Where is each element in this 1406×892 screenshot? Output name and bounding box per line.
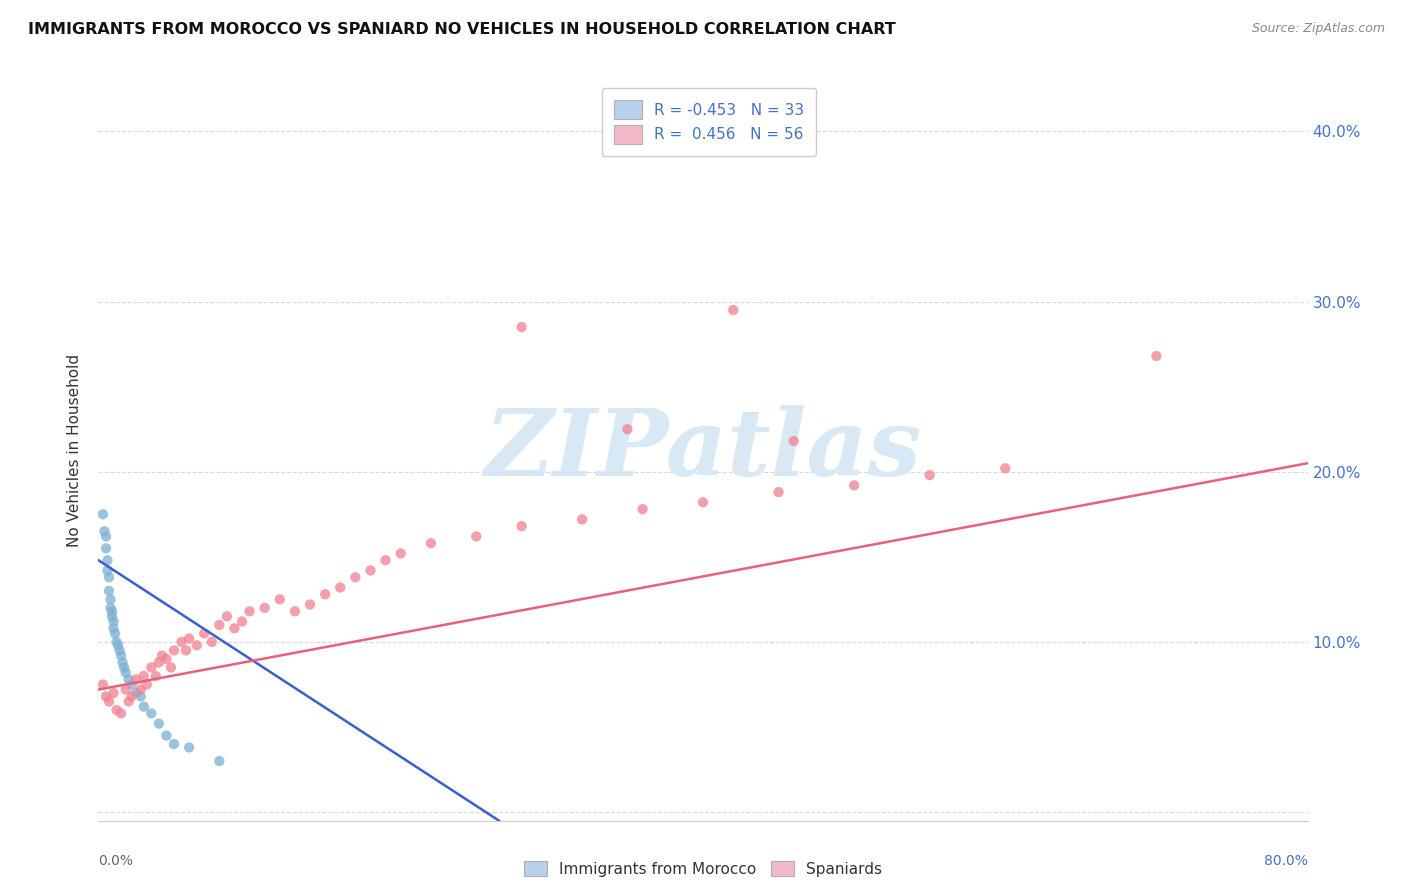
Point xyxy=(1144,349,1167,363)
Point xyxy=(160,660,183,674)
Point xyxy=(269,592,291,607)
Point xyxy=(114,682,136,697)
Legend: R = -0.453   N = 33, R =  0.456   N = 56: R = -0.453 N = 33, R = 0.456 N = 56 xyxy=(602,88,817,156)
Text: 0.0%: 0.0% xyxy=(98,854,134,868)
Point xyxy=(208,618,231,632)
Point xyxy=(103,615,125,629)
Point xyxy=(179,632,201,646)
Point xyxy=(98,694,121,708)
Point xyxy=(105,635,128,649)
Point xyxy=(103,621,125,635)
Point xyxy=(141,706,163,721)
Point xyxy=(100,592,122,607)
Point xyxy=(155,652,177,666)
Point xyxy=(360,564,382,578)
Point xyxy=(299,598,322,612)
Point xyxy=(510,320,533,334)
Point xyxy=(163,737,186,751)
Point xyxy=(94,690,117,704)
Point xyxy=(104,626,127,640)
Point xyxy=(121,690,143,704)
Point xyxy=(96,564,118,578)
Point xyxy=(96,553,118,567)
Point xyxy=(723,303,745,318)
Point xyxy=(100,600,122,615)
Point xyxy=(163,643,186,657)
Point xyxy=(108,643,131,657)
Point xyxy=(186,638,208,652)
Text: ZIPatlas: ZIPatlas xyxy=(485,406,921,495)
Point xyxy=(94,541,117,556)
Point xyxy=(783,434,806,449)
Point xyxy=(150,648,173,663)
Point xyxy=(112,660,135,674)
Point xyxy=(93,524,115,539)
Point xyxy=(284,604,307,618)
Point xyxy=(314,587,336,601)
Point xyxy=(148,716,170,731)
Point xyxy=(118,673,141,687)
Text: 80.0%: 80.0% xyxy=(1264,854,1308,868)
Point xyxy=(571,512,593,526)
Point xyxy=(692,495,714,509)
Point xyxy=(94,529,117,543)
Point xyxy=(118,694,141,708)
Point xyxy=(170,635,193,649)
Point xyxy=(121,677,143,691)
Point xyxy=(148,656,170,670)
Point xyxy=(918,468,941,483)
Point xyxy=(193,626,215,640)
Point xyxy=(98,570,121,584)
Point xyxy=(465,529,488,543)
Point xyxy=(111,656,134,670)
Point xyxy=(101,609,124,624)
Point xyxy=(125,673,148,687)
Point xyxy=(374,553,396,567)
Point xyxy=(420,536,443,550)
Point xyxy=(110,648,132,663)
Point xyxy=(91,677,114,691)
Point xyxy=(616,422,638,436)
Point xyxy=(132,669,155,683)
Point xyxy=(101,604,124,618)
Point xyxy=(129,682,152,697)
Point xyxy=(994,461,1017,475)
Point xyxy=(135,677,157,691)
Point xyxy=(239,604,262,618)
Point xyxy=(329,581,352,595)
Point xyxy=(107,638,129,652)
Point xyxy=(141,660,163,674)
Point xyxy=(132,699,155,714)
Point xyxy=(389,546,412,560)
Point xyxy=(129,690,152,704)
Point xyxy=(110,706,132,721)
Point xyxy=(631,502,654,516)
Point xyxy=(768,485,790,500)
Point xyxy=(114,665,136,680)
Point xyxy=(844,478,866,492)
Point xyxy=(224,621,246,635)
Point xyxy=(145,669,167,683)
Point xyxy=(201,635,224,649)
Point xyxy=(174,643,197,657)
Text: Source: ZipAtlas.com: Source: ZipAtlas.com xyxy=(1251,22,1385,36)
Point xyxy=(215,609,238,624)
Point xyxy=(179,740,201,755)
Point xyxy=(103,686,125,700)
Point xyxy=(155,729,177,743)
Point xyxy=(91,508,114,522)
Point xyxy=(208,754,231,768)
Point xyxy=(125,686,148,700)
Y-axis label: No Vehicles in Household: No Vehicles in Household xyxy=(67,354,83,547)
Point xyxy=(105,703,128,717)
Point xyxy=(510,519,533,533)
Point xyxy=(231,615,253,629)
Point xyxy=(98,583,121,598)
Text: IMMIGRANTS FROM MOROCCO VS SPANIARD NO VEHICLES IN HOUSEHOLD CORRELATION CHART: IMMIGRANTS FROM MOROCCO VS SPANIARD NO V… xyxy=(28,22,896,37)
Point xyxy=(344,570,367,584)
Point xyxy=(253,600,276,615)
Legend: Immigrants from Morocco, Spaniards: Immigrants from Morocco, Spaniards xyxy=(516,853,890,884)
